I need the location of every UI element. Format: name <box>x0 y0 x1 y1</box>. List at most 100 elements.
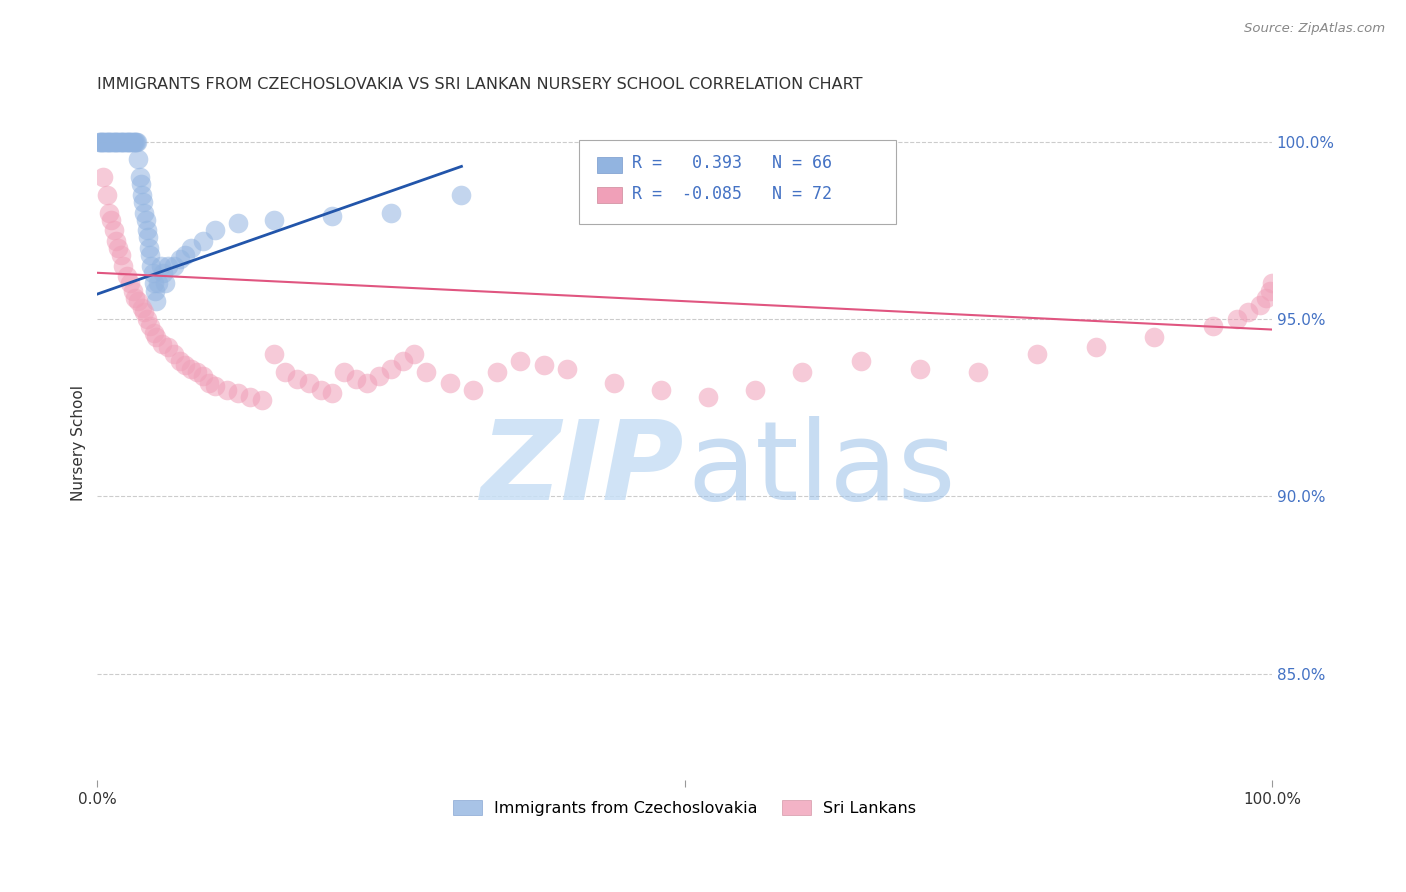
Point <box>112 259 135 273</box>
Point <box>239 390 262 404</box>
Point <box>139 248 162 262</box>
Point <box>134 305 156 319</box>
Point <box>100 135 122 149</box>
Point <box>112 135 135 149</box>
Point <box>1261 277 1284 291</box>
FancyBboxPatch shape <box>579 140 896 224</box>
Point <box>98 135 121 149</box>
Point <box>117 135 139 149</box>
Point <box>89 135 111 149</box>
Point <box>108 135 131 149</box>
Point <box>204 379 226 393</box>
Point <box>149 259 172 273</box>
Point <box>118 135 141 149</box>
Point <box>186 365 208 379</box>
Point <box>122 135 145 149</box>
Point <box>1084 340 1107 354</box>
Point <box>111 135 134 149</box>
Text: ZIP: ZIP <box>481 417 685 524</box>
Point <box>143 284 166 298</box>
Point <box>849 354 872 368</box>
Point <box>533 358 555 372</box>
Point <box>391 354 413 368</box>
Point <box>263 212 285 227</box>
Point <box>744 383 766 397</box>
Point <box>463 383 485 397</box>
Point <box>136 230 159 244</box>
Point <box>152 266 174 280</box>
Point <box>127 135 149 149</box>
Point <box>150 336 173 351</box>
Y-axis label: Nursery School: Nursery School <box>72 385 86 501</box>
Point <box>344 372 367 386</box>
Point <box>368 368 391 383</box>
Text: atlas: atlas <box>688 417 956 524</box>
Point <box>155 277 177 291</box>
Point <box>204 223 226 237</box>
Point <box>1026 347 1049 361</box>
Point <box>145 329 167 343</box>
Point <box>180 241 202 255</box>
Point <box>93 135 115 149</box>
Point <box>226 386 249 401</box>
Point <box>121 135 143 149</box>
Point <box>87 135 110 149</box>
Point <box>94 135 117 149</box>
Point <box>191 234 214 248</box>
Point <box>103 223 125 237</box>
Point <box>215 383 238 397</box>
Point <box>135 223 157 237</box>
Text: R =  -0.085   N = 72: R = -0.085 N = 72 <box>631 185 832 202</box>
Point <box>1237 305 1260 319</box>
Point <box>226 216 249 230</box>
Point <box>356 376 378 390</box>
Point <box>98 135 121 149</box>
Point <box>163 259 186 273</box>
Point <box>191 368 214 383</box>
Point <box>110 135 132 149</box>
Point <box>97 135 120 149</box>
Point <box>115 269 138 284</box>
Point <box>134 205 156 219</box>
Point <box>105 234 128 248</box>
Text: R =   0.393   N = 66: R = 0.393 N = 66 <box>631 154 832 172</box>
Point <box>450 187 472 202</box>
Point <box>125 135 148 149</box>
Point <box>120 135 142 149</box>
Point <box>134 212 156 227</box>
Point <box>103 135 125 149</box>
Point <box>105 135 128 149</box>
Point <box>110 248 132 262</box>
Legend: Immigrants from Czechoslovakia, Sri Lankans: Immigrants from Czechoslovakia, Sri Lank… <box>447 794 922 822</box>
Point <box>485 365 508 379</box>
Point <box>90 135 112 149</box>
Point <box>121 284 143 298</box>
Point <box>169 252 191 266</box>
Point <box>120 135 142 149</box>
Point <box>908 361 931 376</box>
Point <box>96 135 118 149</box>
Point <box>112 135 135 149</box>
Point <box>380 361 402 376</box>
Point <box>91 135 114 149</box>
Point <box>650 383 672 397</box>
Point <box>107 135 129 149</box>
FancyBboxPatch shape <box>596 157 623 173</box>
Point <box>107 241 129 255</box>
Point <box>142 277 165 291</box>
Point <box>91 135 114 149</box>
Point <box>139 318 162 333</box>
Point <box>169 354 191 368</box>
Point <box>274 365 297 379</box>
Point <box>967 365 990 379</box>
Point <box>156 340 179 354</box>
Point <box>198 376 221 390</box>
Point <box>101 135 124 149</box>
Point <box>603 376 626 390</box>
Point <box>321 209 343 223</box>
Point <box>127 294 149 309</box>
Point <box>285 372 308 386</box>
Point <box>298 376 321 390</box>
Point <box>96 187 118 202</box>
Point <box>250 393 273 408</box>
